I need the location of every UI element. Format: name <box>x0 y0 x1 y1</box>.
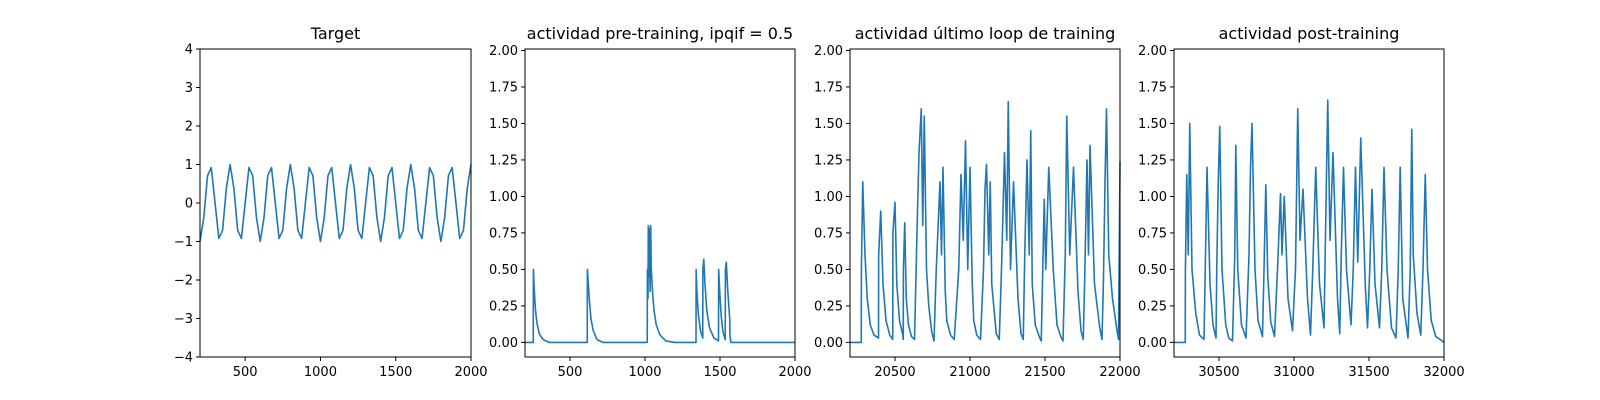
chart-panel-2: actividad pre-training, ipqif = 0.5 500 10… <box>489 24 812 380</box>
x-tick-label: 2000 <box>454 365 487 380</box>
chart-title: actividad pre-training, ipqif = 0.5 <box>527 24 793 43</box>
series-line <box>525 224 795 344</box>
y-tick-label: 0.75 <box>489 226 518 241</box>
x-tick-label: 2000 <box>778 365 811 380</box>
x-tick-label: 1500 <box>379 365 412 380</box>
y-tick-label: 2.00 <box>1138 44 1167 59</box>
y-tick-label: 0.25 <box>814 299 843 314</box>
y-tick-label: 1.50 <box>1138 117 1167 132</box>
y-tick-label: 1.50 <box>814 117 843 132</box>
y-tick-label: 1.00 <box>489 190 518 205</box>
x-tick-label: 31000 <box>1273 365 1314 380</box>
x-tick-label: 1000 <box>628 365 661 380</box>
y-tick-label: 1 <box>185 158 193 173</box>
y-tick-label: −2 <box>174 274 193 289</box>
chart-panel-4: actividad post-training 30500 31000 31500 32… <box>1138 24 1465 380</box>
y-tick-label: 1.75 <box>1138 80 1167 95</box>
y-tick-label: 0.50 <box>1138 263 1167 278</box>
x-tick-label: 1500 <box>703 365 736 380</box>
y-tick-label: 1.25 <box>814 153 843 168</box>
x-tick-label: 30500 <box>1198 365 1239 380</box>
y-tick-label: 1.25 <box>1138 153 1167 168</box>
x-tick-label: 21000 <box>949 365 990 380</box>
y-tick-label: 1.00 <box>814 190 843 205</box>
chart-title: actividad post-training <box>1219 24 1400 43</box>
chart-panel-1: Target 500 1000 1500 2000 −4 −3 −2 −1 0 1 2 3 4 <box>174 24 488 380</box>
y-tick-label: 0 <box>185 197 193 212</box>
x-tick-label: 22000 <box>1099 365 1140 380</box>
x-tick-label: 21500 <box>1024 365 1065 380</box>
y-tick-label: 0.50 <box>489 263 518 278</box>
y-tick-label: 0.25 <box>489 299 518 314</box>
chart-title: actividad último loop de training <box>855 24 1116 43</box>
y-tick-label: 0.50 <box>814 263 843 278</box>
series-line <box>199 163 472 243</box>
y-tick-label: 0.25 <box>1138 299 1167 314</box>
y-tick-label: 1.50 <box>489 117 518 132</box>
y-tick-label: 1.75 <box>814 80 843 95</box>
y-tick-label: 1.25 <box>489 153 518 168</box>
y-tick-label: 4 <box>185 43 193 58</box>
x-tick-label: 500 <box>233 365 258 380</box>
series-line <box>850 100 1121 344</box>
y-tick-label: 1.75 <box>489 80 518 95</box>
y-tick-label: 0.00 <box>1138 336 1167 351</box>
y-tick-label: 0.00 <box>814 336 843 351</box>
x-tick-label: 31500 <box>1348 365 1389 380</box>
series-line <box>1174 99 1445 344</box>
axes-frame <box>524 48 796 358</box>
y-tick-label: −1 <box>174 235 193 250</box>
chart-panel-3: actividad último loop de training 20500 21… <box>814 24 1141 380</box>
axes-frame <box>1173 48 1445 358</box>
y-tick-label: 2.00 <box>489 44 518 59</box>
y-tick-label: 2.00 <box>814 44 843 59</box>
y-tick-label: 2 <box>185 120 193 135</box>
y-tick-label: 0.00 <box>489 336 518 351</box>
x-tick-label: 500 <box>558 365 583 380</box>
y-tick-label: −3 <box>174 312 193 327</box>
y-tick-label: 3 <box>185 81 193 96</box>
y-tick-label: −4 <box>174 351 193 366</box>
x-tick-label: 1000 <box>304 365 337 380</box>
y-tick-label: 1.00 <box>1138 190 1167 205</box>
x-tick-label: 20500 <box>874 365 915 380</box>
y-tick-label: 0.75 <box>814 226 843 241</box>
x-tick-label: 32000 <box>1423 365 1464 380</box>
chart-title: Target <box>310 24 361 43</box>
axes-frame <box>849 48 1121 358</box>
y-tick-label: 0.75 <box>1138 226 1167 241</box>
